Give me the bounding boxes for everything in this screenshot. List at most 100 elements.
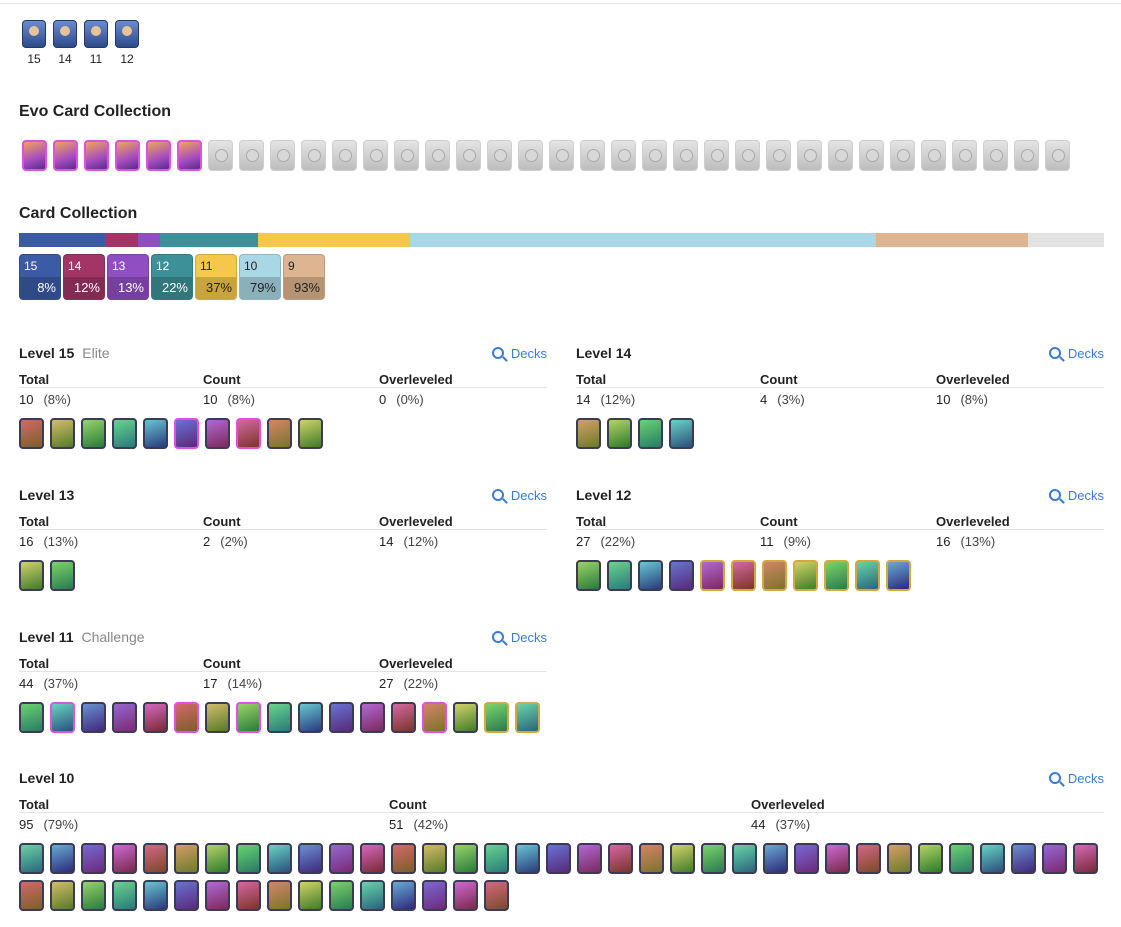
card-icon[interactable] <box>701 843 726 874</box>
card-icon[interactable] <box>669 418 694 449</box>
card-icon[interactable] <box>856 843 881 874</box>
tower-troop[interactable]: 15 <box>22 20 46 66</box>
card-icon[interactable] <box>360 843 385 874</box>
decks-link[interactable]: Decks <box>491 630 547 645</box>
evo-card-locked-icon[interactable] <box>518 140 543 171</box>
evo-card-locked-icon[interactable] <box>1045 140 1070 171</box>
card-icon[interactable] <box>576 418 601 449</box>
card-icon[interactable] <box>143 702 168 733</box>
card-icon[interactable] <box>298 880 323 911</box>
card-icon[interactable] <box>236 880 261 911</box>
card-icon[interactable] <box>669 560 694 591</box>
evo-card-icon[interactable] <box>174 702 199 733</box>
card-icon[interactable] <box>422 880 447 911</box>
card-icon[interactable] <box>19 702 44 733</box>
card-icon[interactable] <box>731 560 756 591</box>
card-icon[interactable] <box>515 702 540 733</box>
card-icon[interactable] <box>19 843 44 874</box>
evo-card-locked-icon[interactable] <box>921 140 946 171</box>
card-icon[interactable] <box>174 843 199 874</box>
card-icon[interactable] <box>329 843 354 874</box>
card-icon[interactable] <box>205 702 230 733</box>
card-icon[interactable] <box>732 843 757 874</box>
card-icon[interactable] <box>391 702 416 733</box>
evo-card-locked-icon[interactable] <box>394 140 419 171</box>
card-icon[interactable] <box>267 880 292 911</box>
card-icon[interactable] <box>763 843 788 874</box>
card-icon[interactable] <box>205 843 230 874</box>
card-icon[interactable] <box>638 560 663 591</box>
evo-card-locked-icon[interactable] <box>766 140 791 171</box>
card-icon[interactable] <box>918 843 943 874</box>
level-chip[interactable]: 14 12% <box>63 254 105 300</box>
evo-card-locked-icon[interactable] <box>239 140 264 171</box>
tower-troop[interactable]: 11 <box>84 20 108 66</box>
card-icon[interactable] <box>453 843 478 874</box>
evo-card-locked-icon[interactable] <box>301 140 326 171</box>
card-icon[interactable] <box>81 702 106 733</box>
card-icon[interactable] <box>19 880 44 911</box>
card-icon[interactable] <box>174 880 199 911</box>
card-icon[interactable] <box>515 843 540 874</box>
evo-card-locked-icon[interactable] <box>642 140 667 171</box>
evo-card-locked-icon[interactable] <box>332 140 357 171</box>
card-icon[interactable] <box>453 702 478 733</box>
card-icon[interactable] <box>1042 843 1067 874</box>
card-icon[interactable] <box>824 560 849 591</box>
card-icon[interactable] <box>19 560 44 591</box>
evo-card-locked-icon[interactable] <box>208 140 233 171</box>
evo-card-locked-icon[interactable] <box>983 140 1008 171</box>
evo-card-icon[interactable] <box>177 140 202 171</box>
card-icon[interactable] <box>391 880 416 911</box>
card-icon[interactable] <box>608 843 633 874</box>
card-icon[interactable] <box>205 880 230 911</box>
card-icon[interactable] <box>143 843 168 874</box>
card-icon[interactable] <box>112 418 137 449</box>
level-chip[interactable]: 10 79% <box>239 254 281 300</box>
evo-card-icon[interactable] <box>115 140 140 171</box>
card-icon[interactable] <box>143 880 168 911</box>
card-icon[interactable] <box>112 702 137 733</box>
evo-card-locked-icon[interactable] <box>549 140 574 171</box>
card-icon[interactable] <box>453 880 478 911</box>
tower-troop[interactable]: 14 <box>53 20 77 66</box>
decks-link[interactable]: Decks <box>491 346 547 361</box>
card-icon[interactable] <box>329 880 354 911</box>
card-icon[interactable] <box>267 843 292 874</box>
card-icon[interactable] <box>205 418 230 449</box>
card-icon[interactable] <box>886 560 911 591</box>
evo-card-icon[interactable] <box>22 140 47 171</box>
card-icon[interactable] <box>267 418 292 449</box>
evo-card-locked-icon[interactable] <box>1014 140 1039 171</box>
evo-card-icon[interactable] <box>422 702 447 733</box>
card-icon[interactable] <box>329 702 354 733</box>
card-icon[interactable] <box>112 843 137 874</box>
decks-link[interactable]: Decks <box>1048 771 1104 786</box>
evo-card-locked-icon[interactable] <box>363 140 388 171</box>
evo-card-locked-icon[interactable] <box>859 140 884 171</box>
card-icon[interactable] <box>794 843 819 874</box>
card-icon[interactable] <box>50 880 75 911</box>
evo-card-icon[interactable] <box>146 140 171 171</box>
evo-card-locked-icon[interactable] <box>456 140 481 171</box>
tower-troop[interactable]: 12 <box>115 20 139 66</box>
card-icon[interactable] <box>825 843 850 874</box>
card-icon[interactable] <box>855 560 880 591</box>
card-icon[interactable] <box>793 560 818 591</box>
level-chip[interactable]: 9 93% <box>283 254 325 300</box>
evo-card-locked-icon[interactable] <box>890 140 915 171</box>
card-icon[interactable] <box>1073 843 1098 874</box>
card-icon[interactable] <box>81 880 106 911</box>
decks-link[interactable]: Decks <box>1048 488 1104 503</box>
card-icon[interactable] <box>607 560 632 591</box>
card-icon[interactable] <box>1011 843 1036 874</box>
card-icon[interactable] <box>298 702 323 733</box>
card-icon[interactable] <box>576 560 601 591</box>
evo-card-locked-icon[interactable] <box>487 140 512 171</box>
evo-card-locked-icon[interactable] <box>828 140 853 171</box>
evo-card-icon[interactable] <box>174 418 199 449</box>
evo-card-icon[interactable] <box>53 140 78 171</box>
evo-card-locked-icon[interactable] <box>270 140 295 171</box>
card-icon[interactable] <box>762 560 787 591</box>
evo-card-locked-icon[interactable] <box>735 140 760 171</box>
